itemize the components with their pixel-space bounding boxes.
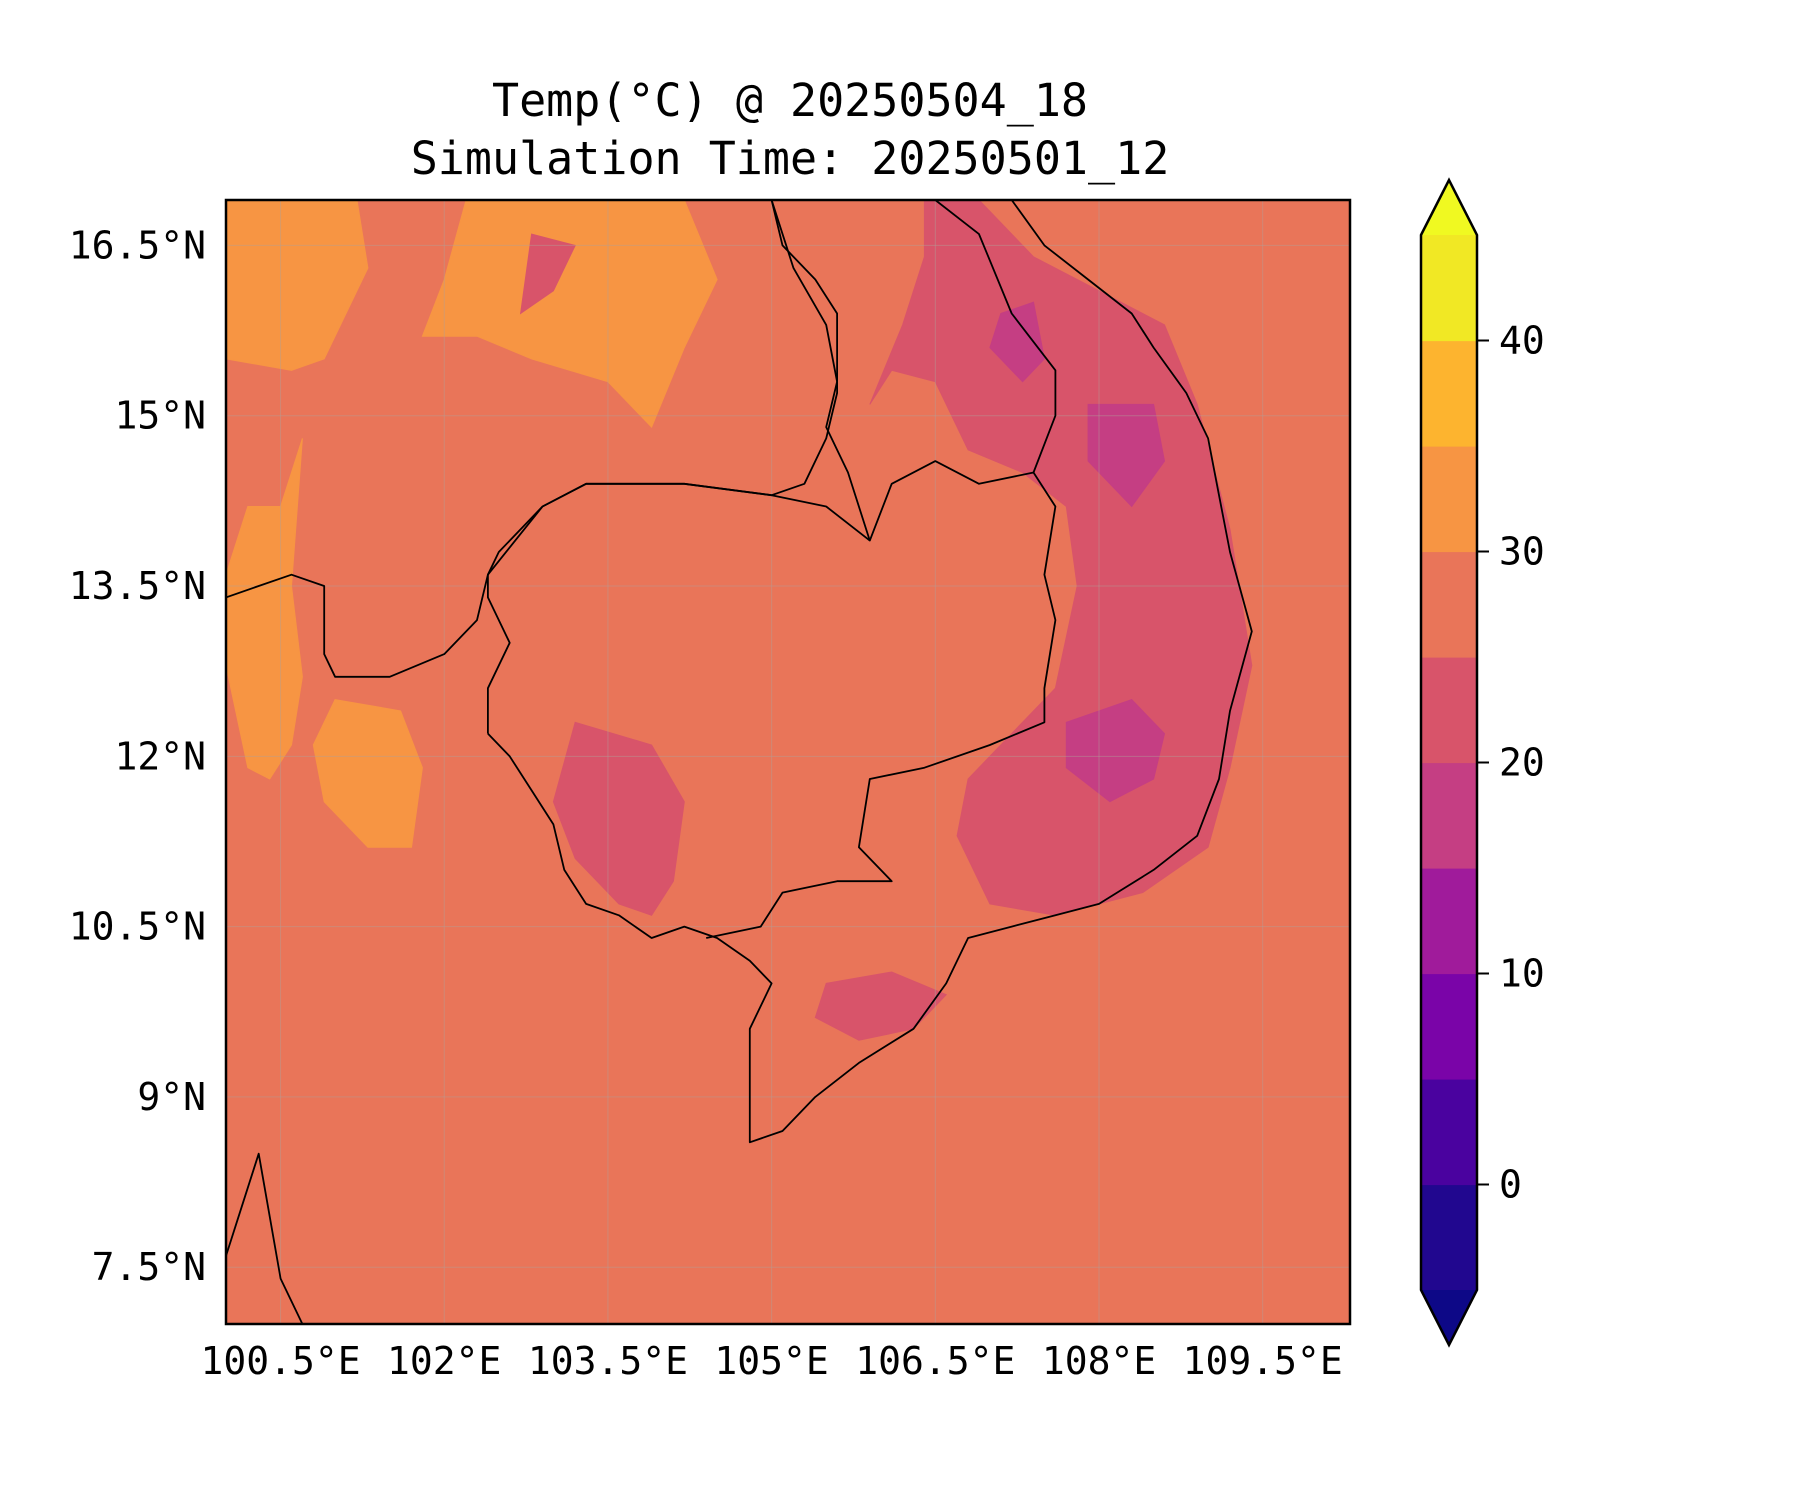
latitude-ticks: 16.5°N 15°N 13.5°N 12°N 10.5°N 9°N 7.5°N bbox=[69, 223, 206, 1289]
lon-tick-label: 102°E bbox=[387, 1339, 501, 1383]
colorbar-segment bbox=[1421, 1184, 1477, 1291]
colorbar-segment bbox=[1421, 1079, 1477, 1186]
coastline bbox=[487, 200, 1253, 1144]
lat-tick-label: 15°N bbox=[114, 394, 206, 438]
lon-tick-label: 103.5°E bbox=[528, 1339, 688, 1383]
colorbar: 0 10 20 30 40 bbox=[1419, 177, 1545, 1348]
lat-tick-label: 10.5°N bbox=[69, 905, 206, 949]
lat-tick-label: 13.5°N bbox=[69, 564, 206, 608]
lon-tick-label: 100.5°E bbox=[200, 1339, 360, 1383]
lat-tick-label: 12°N bbox=[114, 734, 206, 778]
coastlines bbox=[226, 200, 1253, 1324]
colorbar-segment bbox=[1421, 340, 1477, 447]
colorbar-tick-label: 20 bbox=[1499, 741, 1545, 785]
contour-region-20-25 bbox=[552, 721, 685, 916]
colorbar-segment bbox=[1421, 868, 1477, 975]
colorbar-tick-label: 0 bbox=[1499, 1163, 1522, 1207]
colorbar-segment bbox=[1421, 235, 1477, 342]
colorbar-segment bbox=[1421, 973, 1477, 1080]
lon-tick-label: 105°E bbox=[714, 1339, 828, 1383]
gridlines bbox=[226, 200, 1350, 1324]
title-line-1: Temp(°C) @ 20250504_18 bbox=[492, 74, 1088, 127]
contour-region-30-35 bbox=[421, 200, 718, 428]
contour-region-30-35 bbox=[226, 438, 303, 780]
country-border bbox=[770, 200, 871, 541]
lat-tick-label: 9°N bbox=[137, 1075, 206, 1119]
lon-tick-label: 106.5°E bbox=[855, 1339, 1015, 1383]
lon-tick-label: 108°E bbox=[1042, 1339, 1156, 1383]
colorbar-outline bbox=[1419, 177, 1479, 1348]
coastline bbox=[226, 1152, 304, 1324]
colorbar-segment bbox=[1421, 446, 1477, 553]
longitude-ticks: 100.5°E 102°E 103.5°E 105°E 106.5°E 108°E 109.… bbox=[200, 1339, 1342, 1383]
colorbar-segment bbox=[1421, 762, 1477, 869]
temperature-contours bbox=[226, 200, 1253, 1041]
map-frame bbox=[224, 198, 1352, 1326]
map-layers bbox=[226, 200, 1350, 1324]
colorbar-tick-label: 30 bbox=[1499, 530, 1545, 574]
contour-region-30-35 bbox=[312, 699, 423, 848]
map-panel: 100.5°E 102°E 103.5°E 105°E 106.5°E 108°E 109.… bbox=[69, 198, 1352, 1383]
contour-region-15-20 bbox=[1065, 699, 1166, 803]
colorbar-segment bbox=[1421, 657, 1477, 764]
contour-region-30-35 bbox=[226, 200, 369, 371]
colorbar-extend-over bbox=[1421, 180, 1477, 235]
colorbar-tick-label: 10 bbox=[1499, 952, 1545, 996]
lat-tick-label: 16.5°N bbox=[69, 223, 206, 267]
colorbar-tick-label: 40 bbox=[1499, 319, 1545, 363]
contour-region-20-25 bbox=[519, 233, 576, 315]
lon-tick-label: 109.5°E bbox=[1183, 1339, 1343, 1383]
contour-region-15-20 bbox=[989, 301, 1045, 383]
lat-tick-label: 7.5°N bbox=[92, 1245, 206, 1289]
country-border bbox=[934, 200, 1057, 473]
title-line-2: Simulation Time: 20250501_12 bbox=[411, 132, 1170, 185]
colorbar-extend-under bbox=[1421, 1290, 1477, 1345]
contour-region-15-20 bbox=[1087, 403, 1166, 508]
colorbar-segment bbox=[1421, 551, 1477, 658]
